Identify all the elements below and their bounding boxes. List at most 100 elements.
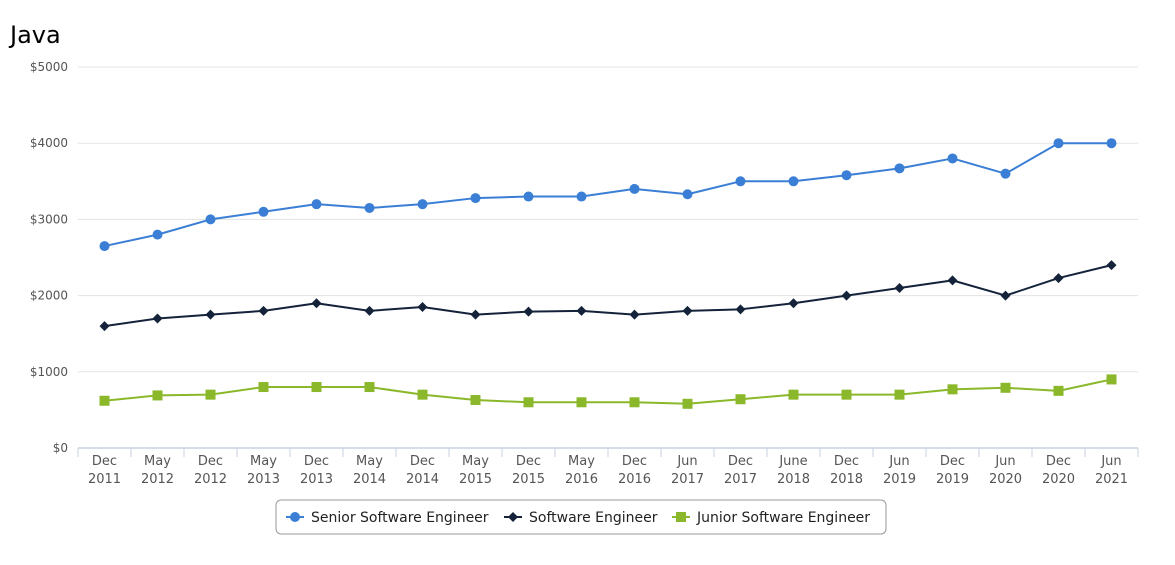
data-point-software-engineer[interactable] — [258, 305, 269, 316]
data-point-junior-software-engineer[interactable] — [258, 382, 269, 393]
chart-title: Java — [8, 21, 61, 49]
data-point-junior-software-engineer[interactable] — [629, 397, 640, 408]
series-area — [99, 138, 1117, 409]
data-point-software-engineer[interactable] — [682, 305, 693, 316]
data-point-junior-software-engineer[interactable] — [205, 389, 216, 400]
data-point-junior-software-engineer[interactable] — [99, 395, 110, 406]
legend-label: Senior Software Engineer — [311, 510, 489, 526]
data-point-software-engineer[interactable] — [629, 309, 640, 320]
data-point-junior-software-engineer[interactable] — [735, 394, 746, 405]
x-tick-label: Dec 2014 — [406, 454, 439, 487]
data-point-software-engineer[interactable] — [523, 306, 534, 317]
data-point-senior-software-engineer[interactable] — [788, 176, 799, 187]
y-axis: $0 $1000 $2000 $3000 $4000 $5000 — [30, 60, 68, 455]
data-point-senior-software-engineer[interactable] — [1000, 168, 1011, 179]
data-point-software-engineer[interactable] — [1000, 290, 1011, 301]
data-point-senior-software-engineer[interactable] — [894, 163, 905, 174]
data-point-junior-software-engineer[interactable] — [576, 397, 587, 408]
data-point-senior-software-engineer[interactable] — [1106, 138, 1117, 149]
data-point-junior-software-engineer[interactable] — [788, 389, 799, 400]
legend-marker[interactable] — [676, 512, 686, 522]
data-point-software-engineer[interactable] — [364, 305, 375, 316]
legend-item-software-engineer[interactable]: Software Engineer — [504, 510, 658, 526]
legend-marker[interactable] — [508, 512, 518, 522]
x-tick-label: Dec 2013 — [300, 454, 333, 487]
x-tick-label: Dec 2018 — [830, 454, 863, 487]
x-tick-label: Dec 2019 — [936, 454, 969, 487]
data-point-software-engineer[interactable] — [470, 309, 481, 320]
x-tick-label: Jun 2017 — [671, 454, 704, 487]
y-tick-label: $5000 — [30, 60, 68, 74]
grid — [78, 66, 1138, 373]
data-point-senior-software-engineer[interactable] — [841, 170, 852, 181]
series-junior-software-engineer — [99, 374, 1117, 409]
data-point-software-engineer[interactable] — [735, 304, 746, 315]
x-tick-label: Dec 2011 — [88, 454, 121, 487]
data-point-software-engineer[interactable] — [417, 302, 428, 313]
data-point-senior-software-engineer[interactable] — [947, 153, 958, 164]
x-tick-label: Dec 2020 — [1042, 454, 1075, 487]
data-point-junior-software-engineer[interactable] — [682, 398, 693, 409]
data-point-senior-software-engineer[interactable] — [99, 241, 110, 252]
data-point-senior-software-engineer[interactable] — [576, 191, 587, 202]
data-point-senior-software-engineer[interactable] — [152, 229, 163, 240]
data-point-junior-software-engineer[interactable] — [364, 382, 375, 393]
data-point-senior-software-engineer[interactable] — [364, 202, 375, 213]
x-axis: Dec 2011 May 2012 Dec 2012 May 2013 Dec 2013 May 20… — [77, 447, 1139, 487]
data-point-software-engineer[interactable] — [152, 313, 163, 324]
y-tick-label: $0 — [53, 441, 68, 455]
legend-item-junior-software-engineer[interactable]: Junior Software Engineer — [672, 510, 870, 526]
x-tick-label: May 2016 — [565, 454, 598, 487]
data-point-senior-software-engineer[interactable] — [258, 206, 269, 217]
x-tick-label: Dec 2017 — [724, 454, 757, 487]
data-point-software-engineer[interactable] — [99, 321, 110, 332]
x-tick-label: Jun 2020 — [989, 454, 1022, 487]
data-point-senior-software-engineer[interactable] — [523, 191, 534, 202]
legend-label: Junior Software Engineer — [696, 510, 870, 526]
legend-label: Software Engineer — [529, 510, 658, 526]
data-point-senior-software-engineer[interactable] — [629, 183, 640, 194]
data-point-junior-software-engineer[interactable] — [894, 389, 905, 400]
data-point-junior-software-engineer[interactable] — [947, 384, 958, 395]
x-tick-label: Dec 2016 — [618, 454, 651, 487]
data-point-junior-software-engineer[interactable] — [311, 382, 322, 393]
series-line-senior-software-engineer — [104, 142, 1112, 248]
data-point-senior-software-engineer[interactable] — [1053, 138, 1064, 149]
legend-marker[interactable] — [290, 512, 300, 522]
legend-item-senior-software-engineer[interactable]: Senior Software Engineer — [286, 510, 489, 526]
data-point-software-engineer[interactable] — [311, 298, 322, 309]
data-point-senior-software-engineer[interactable] — [417, 199, 428, 210]
data-point-junior-software-engineer[interactable] — [841, 389, 852, 400]
data-point-software-engineer[interactable] — [205, 309, 216, 320]
data-point-junior-software-engineer[interactable] — [1053, 385, 1064, 396]
data-point-junior-software-engineer[interactable] — [523, 397, 534, 408]
data-point-software-engineer[interactable] — [894, 282, 905, 293]
x-tick-label: Dec 2015 — [512, 454, 545, 487]
data-point-software-engineer[interactable] — [576, 305, 587, 316]
data-point-senior-software-engineer[interactable] — [735, 176, 746, 187]
legend: Senior Software Engineer Software Enginee… — [275, 499, 887, 535]
data-point-software-engineer[interactable] — [1106, 260, 1117, 271]
data-point-senior-software-engineer[interactable] — [205, 214, 216, 225]
data-point-junior-software-engineer[interactable] — [470, 394, 481, 405]
data-point-junior-software-engineer[interactable] — [152, 390, 163, 401]
data-point-senior-software-engineer[interactable] — [470, 193, 481, 204]
series-senior-software-engineer — [99, 138, 1117, 252]
series-software-engineer — [99, 260, 1117, 332]
data-point-junior-software-engineer[interactable] — [1000, 382, 1011, 393]
data-point-junior-software-engineer[interactable] — [417, 389, 428, 400]
data-point-software-engineer[interactable] — [788, 298, 799, 309]
data-point-software-engineer[interactable] — [1053, 273, 1064, 284]
y-tick-label: $4000 — [30, 136, 68, 150]
data-point-junior-software-engineer[interactable] — [1106, 374, 1117, 385]
x-tick-label: May 2013 — [247, 454, 280, 487]
data-point-senior-software-engineer[interactable] — [311, 199, 322, 210]
data-point-senior-software-engineer[interactable] — [682, 189, 693, 200]
data-point-software-engineer[interactable] — [947, 275, 958, 286]
series-line-software-engineer — [104, 264, 1112, 328]
x-tick-label: May 2012 — [141, 454, 174, 487]
data-point-software-engineer[interactable] — [841, 290, 852, 301]
x-tick-label: Jun 2019 — [883, 454, 916, 487]
